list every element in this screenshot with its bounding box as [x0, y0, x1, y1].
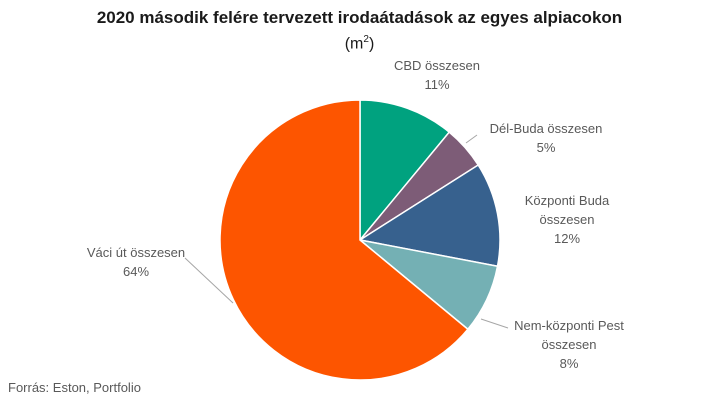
leader-line	[480, 318, 509, 329]
slice-label: Dél-Buda összesen 5%	[490, 121, 603, 155]
slice-label: Központi Buda összesen 12%	[525, 193, 610, 246]
source-note: Forrás: Eston, Portfolio	[8, 380, 141, 395]
pie-slice	[357, 163, 501, 268]
leader-line	[465, 134, 478, 144]
slice-label: CBD összesen 11%	[394, 58, 480, 92]
chart-subtitle: (m2)	[344, 34, 375, 53]
pie-slice	[359, 99, 451, 243]
leader-line	[184, 257, 234, 304]
slice-label: Nem-központi Pest összesen 8%	[514, 318, 624, 371]
chart-title: 2020 második felére tervezett irodaátadá…	[96, 8, 623, 27]
pie-slice	[219, 99, 469, 381]
slice-label: Váci út összesen 64%	[87, 245, 185, 279]
